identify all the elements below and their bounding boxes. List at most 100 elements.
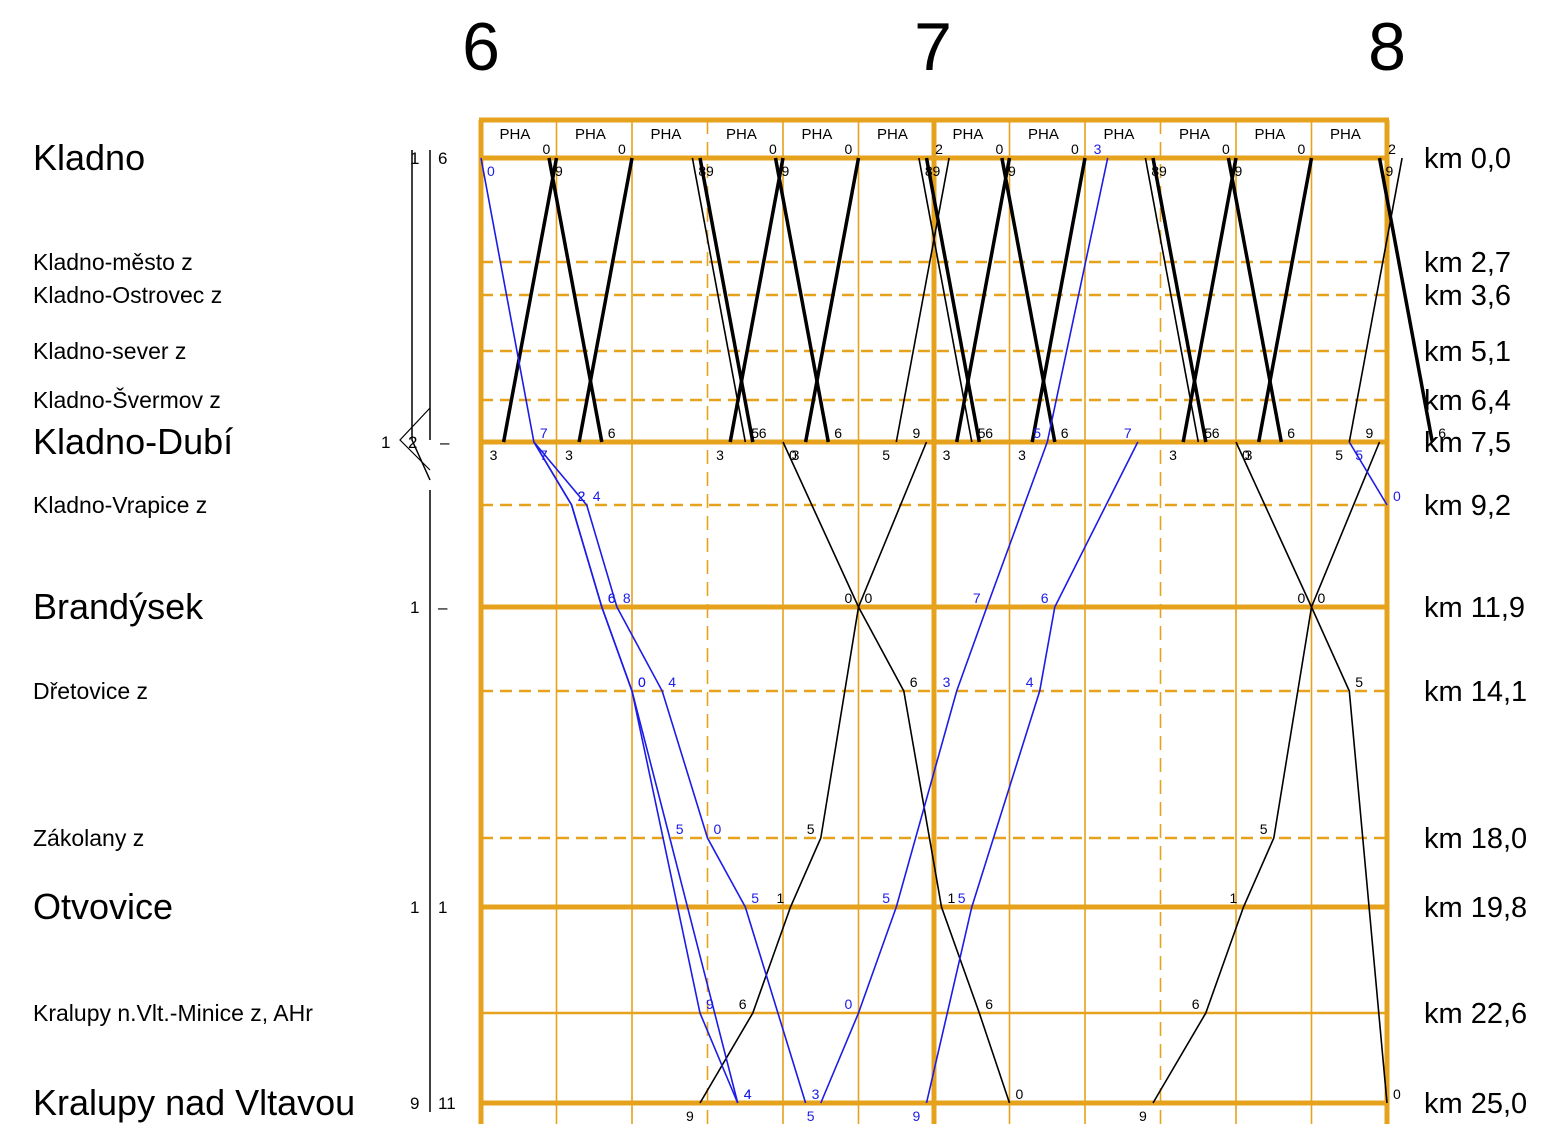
minute-marker: 5: [1335, 447, 1343, 463]
train-path: [820, 157, 1109, 1104]
minute-marker: 0: [1071, 141, 1079, 157]
km-label: km 7,5: [1424, 427, 1511, 459]
minute-marker: 0: [1393, 1086, 1401, 1102]
minute-marker: 0: [638, 674, 646, 690]
pha-code-label: PHA: [575, 126, 606, 143]
minute-marker: 3: [943, 447, 951, 463]
minute-marker: 7: [540, 447, 548, 463]
minute-marker: 3: [716, 447, 724, 463]
minute-marker: 8: [1151, 163, 1159, 179]
train-path: [533, 441, 807, 1104]
minute-marker: 0: [845, 590, 853, 606]
minute-marker: 6: [1287, 425, 1295, 441]
minute-marker: 6: [608, 425, 616, 441]
minute-marker: 6: [739, 996, 747, 1012]
minute-marker: 5: [1033, 425, 1041, 441]
minute-marker: 3: [1169, 447, 1177, 463]
minute-marker: 7: [540, 425, 548, 441]
minute-marker: 0: [1298, 590, 1306, 606]
track-number: 1: [410, 898, 419, 917]
train-path: [1152, 441, 1381, 1104]
km-label: km 22,6: [1424, 998, 1527, 1030]
km-label: km 19,8: [1424, 892, 1527, 924]
minute-marker: 2: [1388, 141, 1396, 157]
track-number: –: [438, 598, 448, 617]
train-path: [698, 157, 755, 443]
train-path: [1226, 157, 1284, 443]
train-path: [1377, 157, 1435, 443]
minute-marker: 1: [1230, 890, 1238, 906]
minute-marker: 0: [714, 821, 722, 837]
minute-marker: 3: [490, 447, 498, 463]
minute-marker: 9: [1234, 163, 1242, 179]
minute-marker: 0: [1242, 447, 1250, 463]
minute-marker: 8: [925, 163, 933, 179]
minute-marker: 0: [996, 141, 1004, 157]
minute-marker: 0: [543, 141, 551, 157]
minute-marker: 5: [978, 425, 986, 441]
minute-marker: 3: [1245, 447, 1253, 463]
station-name: Kladno-Ostrovec z: [33, 282, 222, 308]
minute-marker: 5: [882, 890, 890, 906]
minute-marker: 5: [958, 890, 966, 906]
pha-code-label: PHA: [500, 126, 531, 143]
minute-marker: 4: [1026, 674, 1034, 690]
minute-marker: 1: [777, 890, 785, 906]
minute-marker: 6: [759, 425, 767, 441]
pha-code-label: PHA: [651, 126, 682, 143]
station-list: Kladno Kladno-město z Kladno-Ostrovec z Kla…: [33, 137, 355, 1123]
train-path: [501, 157, 559, 443]
minute-marker: 0: [1393, 488, 1401, 504]
minute-marker: 9: [1385, 163, 1393, 179]
train-path: [895, 157, 950, 443]
minute-marker: 9: [1008, 163, 1016, 179]
track-info: 1 61 2 –1 –1 19 11: [381, 149, 456, 1113]
minute-marker: 6: [910, 674, 918, 690]
km-label: km 25,0: [1424, 1088, 1527, 1120]
km-label: km 18,0: [1424, 823, 1527, 855]
pha-code-label: PHA: [1255, 126, 1286, 143]
minute-marker: 3: [1018, 447, 1026, 463]
minute-marker: 0: [845, 141, 853, 157]
train-path: [1348, 157, 1403, 443]
train-path: [691, 157, 747, 443]
pha-code-label: PHA: [1104, 126, 1135, 143]
train-path: [1030, 157, 1087, 443]
minute-marker: 5: [751, 890, 759, 906]
pha-code-label: PHA: [1028, 126, 1059, 143]
minute-marker: 3: [565, 447, 573, 463]
minute-marker: 2: [935, 141, 943, 157]
minute-marker: 0: [865, 590, 873, 606]
minute-marker: 3: [943, 674, 951, 690]
minute-marker: 5: [1355, 674, 1363, 690]
minute-marker: 6: [985, 996, 993, 1012]
train-path: [1000, 157, 1057, 443]
minute-marker: 0: [638, 674, 646, 690]
minute-marker: 0: [789, 447, 797, 463]
train-path: [1181, 157, 1238, 443]
minute-marker: 9: [781, 163, 789, 179]
minute-marker: 5: [882, 447, 890, 463]
train-path: [954, 157, 1012, 443]
pha-code-label: PHA: [1330, 126, 1361, 143]
track-number: 1: [410, 149, 419, 168]
minute-marker: 2: [578, 488, 586, 504]
train-path: [1235, 441, 1388, 1104]
minute-marker: 2: [578, 488, 586, 504]
station-name: Kralupy n.Vlt.-Minice z, AHr: [33, 1000, 313, 1026]
train-path: [1144, 157, 1200, 443]
km-label: km 5,1: [1424, 336, 1511, 368]
station-name: Kladno: [33, 137, 145, 178]
km-list: km 0,0 km 2,7km 3,6 km 5,1 km 6,4 km 7,5 km 9…: [1424, 143, 1527, 1120]
station-name: Kladno-Švermov z: [33, 386, 221, 413]
minute-marker: 5: [1204, 425, 1212, 441]
station-name: Kladno-sever z: [33, 338, 186, 364]
train-path: [925, 441, 1139, 1104]
minute-marker: 9: [912, 1108, 920, 1124]
minute-marker: 4: [744, 1086, 752, 1102]
minute-marker: 0: [1016, 1086, 1024, 1102]
station-name: Kladno-město z: [33, 249, 193, 275]
station-name: Otvovice: [33, 886, 173, 927]
minute-marker: 9: [686, 1108, 694, 1124]
minute-marker: 6: [1041, 590, 1049, 606]
